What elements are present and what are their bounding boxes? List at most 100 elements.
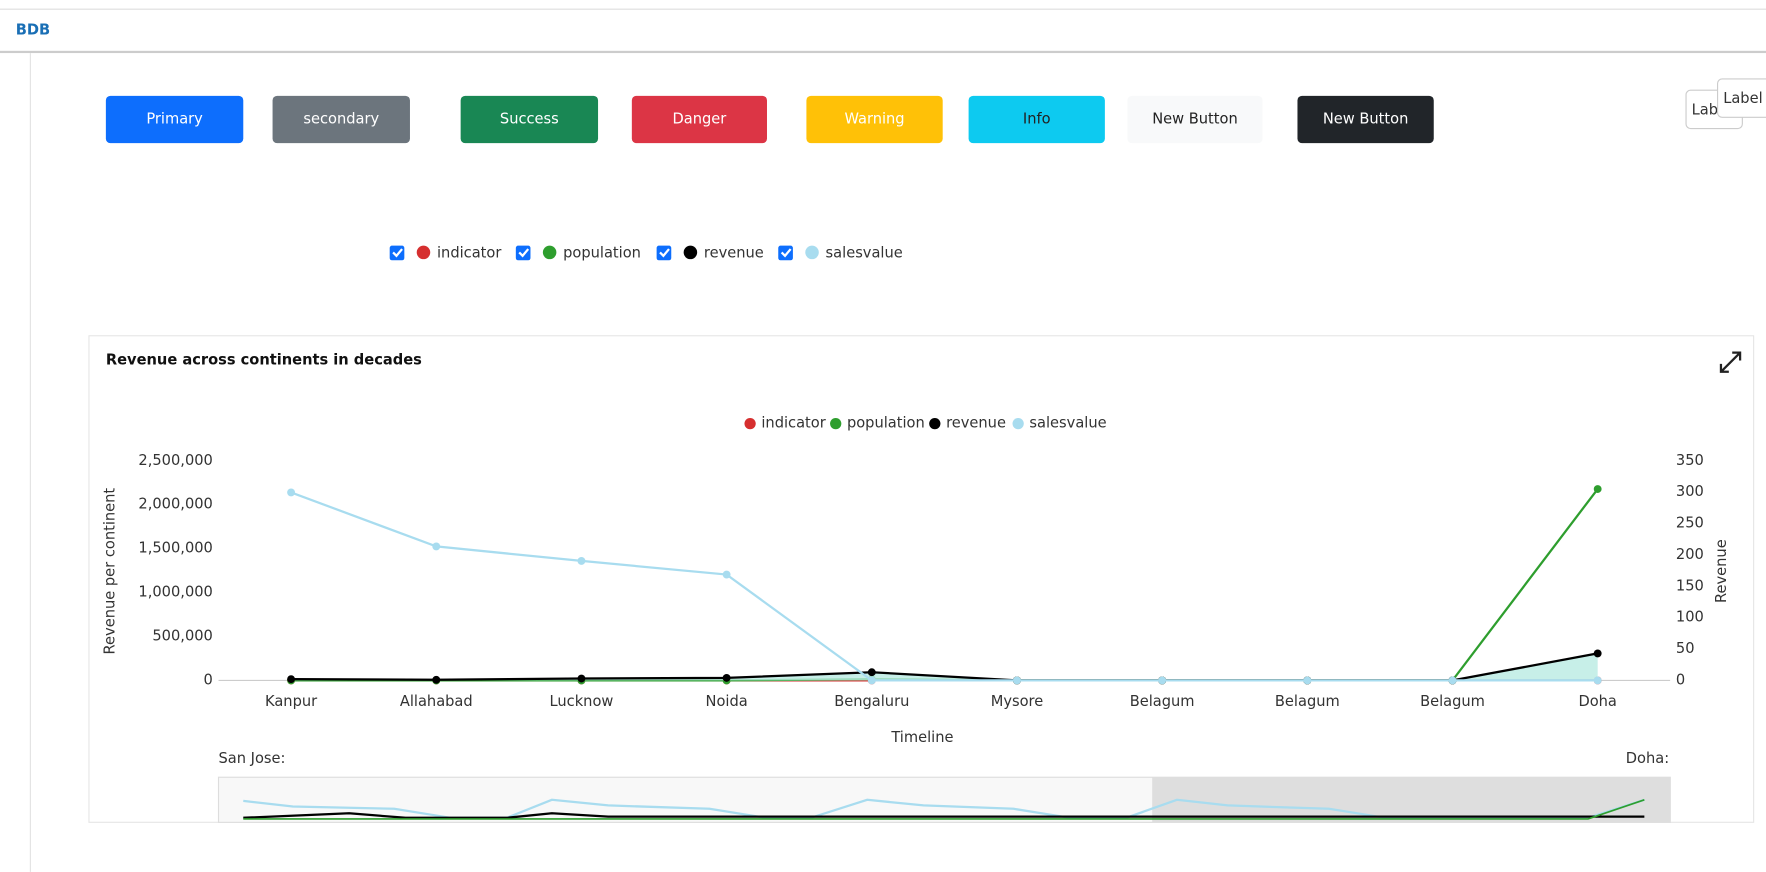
- x-tick-label: Kanpur: [265, 693, 318, 710]
- button[interactable]: [460, 95, 599, 144]
- legend-dot: [1012, 417, 1024, 430]
- button[interactable]: [1297, 95, 1434, 144]
- button-label[interactable]: Danger: [673, 111, 728, 128]
- logo: BDB: [16, 22, 50, 39]
- checkmark: [392, 248, 403, 258]
- navigator-brush[interactable]: [1152, 777, 1671, 823]
- y2-axis-title: Revenue: [1713, 539, 1730, 603]
- point[interactable]: [287, 488, 296, 497]
- x-tick-label: Doha: [1578, 693, 1616, 710]
- y-tick-label: 2,000,000: [138, 496, 212, 513]
- button-label[interactable]: secondary: [303, 111, 379, 128]
- checkbox[interactable]: [656, 245, 672, 261]
- y-tick-label: 1,500,000: [138, 540, 212, 557]
- y-tick-label: 1,000,000: [138, 584, 212, 601]
- y2-tick-label: 50: [1676, 640, 1695, 657]
- button-label[interactable]: New Button: [1152, 111, 1238, 128]
- x-axis-title: Timeline: [890, 729, 953, 746]
- filter-label[interactable]: indicator: [437, 245, 502, 262]
- checkmark: [659, 248, 670, 258]
- x-tick-label: Belagum: [1275, 693, 1340, 710]
- button[interactable]: [1127, 95, 1263, 144]
- button-label[interactable]: Info: [1023, 111, 1051, 128]
- button[interactable]: [968, 95, 1105, 144]
- legend-label[interactable]: population: [847, 415, 925, 432]
- y2-tick-label: 100: [1676, 609, 1704, 626]
- navigator-start: San Jose:: [218, 750, 285, 767]
- header-shadow: [0, 50, 1766, 54]
- navigator-end: Doha:: [1626, 750, 1669, 767]
- point[interactable]: [722, 673, 731, 682]
- checkbox[interactable]: [515, 245, 531, 261]
- point[interactable]: [432, 675, 441, 684]
- checkbox[interactable]: [389, 245, 405, 261]
- y2-tick-label: 300: [1676, 483, 1704, 500]
- legend-label[interactable]: indicator: [761, 415, 826, 432]
- x-tick-label: Belagum: [1130, 693, 1195, 710]
- checkmark: [780, 248, 792, 258]
- y2-tick-label: 350: [1676, 452, 1704, 469]
- series-line: [290, 491, 1598, 682]
- y-tick-label: 2,500,000: [138, 452, 212, 469]
- label-box[interactable]: [1717, 78, 1766, 118]
- filter-label[interactable]: salesvalue: [826, 245, 903, 262]
- legend-dot: [830, 417, 842, 430]
- legend-dot: [929, 417, 941, 430]
- point[interactable]: [1303, 676, 1312, 685]
- filter-dot: [542, 245, 557, 260]
- chart-title: Revenue across continents in decades: [106, 352, 422, 369]
- point[interactable]: [867, 676, 876, 685]
- button[interactable]: [806, 95, 943, 144]
- point[interactable]: [1593, 676, 1602, 685]
- point[interactable]: [1158, 676, 1167, 685]
- x-tick-label: Allahabad: [400, 693, 473, 710]
- point[interactable]: [1593, 485, 1602, 493]
- x-tick-label: Noida: [706, 693, 748, 710]
- legend-dot: [744, 417, 756, 430]
- y2-tick-label: 200: [1676, 546, 1704, 563]
- x-tick-label: Belagum: [1420, 693, 1485, 710]
- point[interactable]: [867, 668, 876, 677]
- filter-label[interactable]: population: [563, 245, 641, 262]
- y2-tick-label: 150: [1676, 577, 1704, 594]
- button-label[interactable]: Warning: [844, 111, 904, 128]
- button-label[interactable]: Primary: [146, 111, 203, 128]
- label-text[interactable]: Lab: [1692, 102, 1718, 119]
- point[interactable]: [722, 570, 731, 579]
- point[interactable]: [1448, 676, 1457, 685]
- point[interactable]: [432, 542, 441, 551]
- legend-label[interactable]: revenue: [946, 415, 1006, 432]
- point[interactable]: [577, 674, 586, 683]
- checkmark: [518, 248, 530, 258]
- expand-icon[interactable]: [1719, 351, 1742, 373]
- y2-tick-label: 0: [1676, 671, 1685, 688]
- navigator-line: [243, 812, 1645, 819]
- point[interactable]: [1593, 649, 1602, 658]
- button[interactable]: [631, 95, 767, 144]
- filter-dot: [683, 245, 698, 260]
- checkbox[interactable]: [778, 245, 793, 261]
- legend-label[interactable]: salesvalue: [1029, 415, 1106, 432]
- y-tick-label: 0: [204, 671, 213, 688]
- point[interactable]: [577, 556, 586, 565]
- y-tick-label: 500,000: [152, 627, 212, 644]
- filter-label[interactable]: revenue: [704, 245, 764, 262]
- y-axis-title: Revenue per continent: [101, 488, 118, 655]
- filter-dot: [805, 245, 819, 260]
- x-tick-label: Bengaluru: [834, 693, 909, 710]
- x-tick-label: Mysore: [991, 693, 1044, 710]
- navigator-line: [243, 798, 1645, 820]
- x-tick-label: Lucknow: [550, 693, 614, 710]
- chart-card: [88, 335, 1755, 823]
- point[interactable]: [1013, 676, 1021, 685]
- label-text[interactable]: Label: [1723, 90, 1762, 107]
- point[interactable]: [287, 675, 296, 684]
- button[interactable]: [272, 95, 410, 144]
- button-label[interactable]: Success: [500, 111, 559, 128]
- button-label[interactable]: New Button: [1323, 111, 1409, 128]
- button[interactable]: [105, 95, 244, 144]
- filter-dot: [416, 245, 431, 260]
- y2-tick-label: 250: [1676, 515, 1704, 532]
